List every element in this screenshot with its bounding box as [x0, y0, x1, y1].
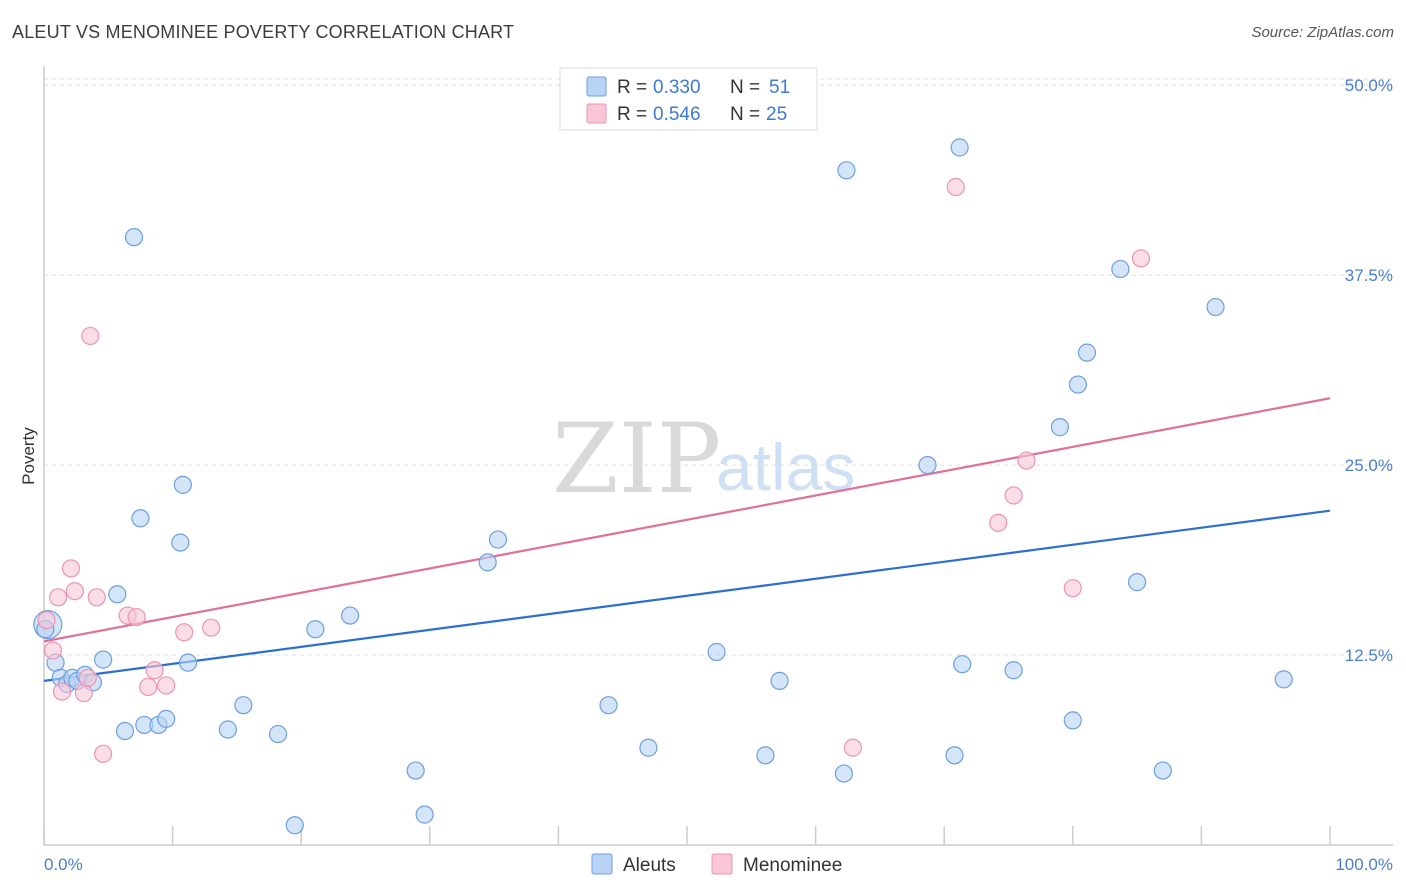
correlation-legend: R = 0.330 N = 51 R = 0.546 N = 25 [559, 67, 818, 131]
legend-swatch-menominee [586, 103, 607, 124]
point-menominee [157, 676, 176, 695]
point-menominee [1063, 579, 1082, 598]
point-aleuts [131, 509, 150, 528]
point-aleuts [406, 761, 425, 780]
point-aleuts [770, 671, 789, 690]
point-menominee [139, 677, 158, 697]
point-aleuts [218, 720, 237, 739]
trend-line-menominee [43, 397, 1331, 643]
legend-r-label-aleuts: R = [617, 77, 647, 98]
point-menominee [1004, 486, 1023, 505]
point-aleuts [834, 764, 853, 783]
point-aleuts [340, 606, 360, 625]
point-aleuts [1063, 711, 1082, 730]
point-aleuts [268, 724, 288, 744]
point-aleuts [1153, 761, 1172, 780]
y-tick-label: 25.0% [1345, 456, 1393, 475]
y-tick-label: 50.0% [1345, 76, 1393, 95]
legend-r-label-menominee: R = [617, 104, 647, 125]
point-menominee [202, 618, 221, 637]
series-legend: Aleuts Menominee [591, 853, 842, 876]
point-menominee [94, 744, 113, 763]
point-menominee [946, 177, 965, 197]
point-aleuts [599, 696, 618, 715]
point-aleuts [1004, 661, 1023, 680]
y-tick-label: 37.5% [1345, 266, 1393, 285]
point-aleuts [1274, 670, 1293, 689]
point-menominee [175, 623, 194, 642]
point-aleuts [756, 746, 775, 765]
point-aleuts [173, 475, 192, 494]
point-menominee [78, 668, 97, 687]
source-note: Source: ZipAtlas.com [1251, 24, 1394, 41]
axes: 12.5% 25.0% 37.5% 50.0% [43, 66, 1393, 846]
point-menominee [37, 610, 56, 630]
point-menominee [65, 582, 84, 601]
x-tick-label-min: 0.0% [44, 855, 83, 874]
point-menominee [843, 738, 862, 757]
point-aleuts [953, 655, 972, 674]
point-menominee [52, 682, 72, 701]
point-aleuts [1068, 375, 1088, 394]
x-tick-label-max: 100.0% [1335, 855, 1393, 874]
point-aleuts [707, 642, 726, 662]
legend-n-label-aleuts: N = [730, 77, 760, 98]
point-aleuts [415, 805, 434, 824]
series-swatch-menominee [711, 853, 733, 875]
point-aleuts [124, 228, 144, 247]
series-label-aleuts: Aleuts [623, 855, 676, 876]
data-points [33, 138, 1293, 835]
watermark-zip: ZIP [552, 403, 721, 515]
point-aleuts [234, 696, 253, 715]
legend-swatch-aleuts [586, 76, 607, 97]
point-menominee [989, 513, 1008, 532]
trend-lines [43, 397, 1331, 682]
point-aleuts [1050, 418, 1070, 437]
point-menominee [145, 661, 164, 680]
trend-line-aleuts [43, 509, 1331, 682]
point-menominee [43, 641, 63, 660]
legend-n-label-menominee: N = [730, 104, 760, 125]
point-aleuts [918, 455, 937, 475]
series-swatch-aleuts [591, 853, 613, 875]
point-aleuts [478, 553, 497, 572]
point-menominee [1131, 249, 1151, 268]
point-menominee [127, 607, 146, 627]
point-aleuts [1111, 259, 1130, 279]
point-aleuts [108, 585, 127, 604]
point-aleuts [94, 650, 113, 669]
point-aleuts [306, 620, 325, 639]
point-aleuts [488, 530, 508, 549]
legend-n-value-menominee: 25 [766, 104, 787, 125]
chart-title: ALEUT VS MENOMINEE POVERTY CORRELATION C… [12, 22, 515, 42]
point-aleuts [639, 738, 658, 757]
point-aleuts [837, 161, 856, 180]
legend-r-value-aleuts: 0.330 [653, 77, 701, 98]
point-menominee [61, 559, 81, 578]
point-menominee [49, 588, 68, 607]
point-aleuts [1206, 297, 1225, 317]
point-aleuts [950, 138, 969, 157]
point-aleuts [157, 709, 176, 728]
point-menominee [1017, 451, 1036, 470]
point-aleuts [285, 816, 304, 835]
y-tick-label: 12.5% [1345, 646, 1393, 665]
point-aleuts [178, 653, 198, 672]
grid [44, 78, 1393, 656]
point-menominee [81, 326, 100, 346]
point-menominee [74, 683, 93, 703]
point-menominee [87, 588, 106, 607]
point-aleuts [945, 746, 964, 765]
point-aleuts [171, 533, 190, 552]
point-aleuts [1127, 573, 1147, 592]
point-aleuts [115, 721, 135, 741]
series-label-menominee: Menominee [743, 855, 842, 876]
legend-r-value-menominee: 0.546 [653, 104, 701, 125]
legend-n-value-aleuts: 51 [769, 77, 790, 98]
point-aleuts [1077, 343, 1097, 362]
y-axis-title: Poverty [19, 427, 38, 485]
